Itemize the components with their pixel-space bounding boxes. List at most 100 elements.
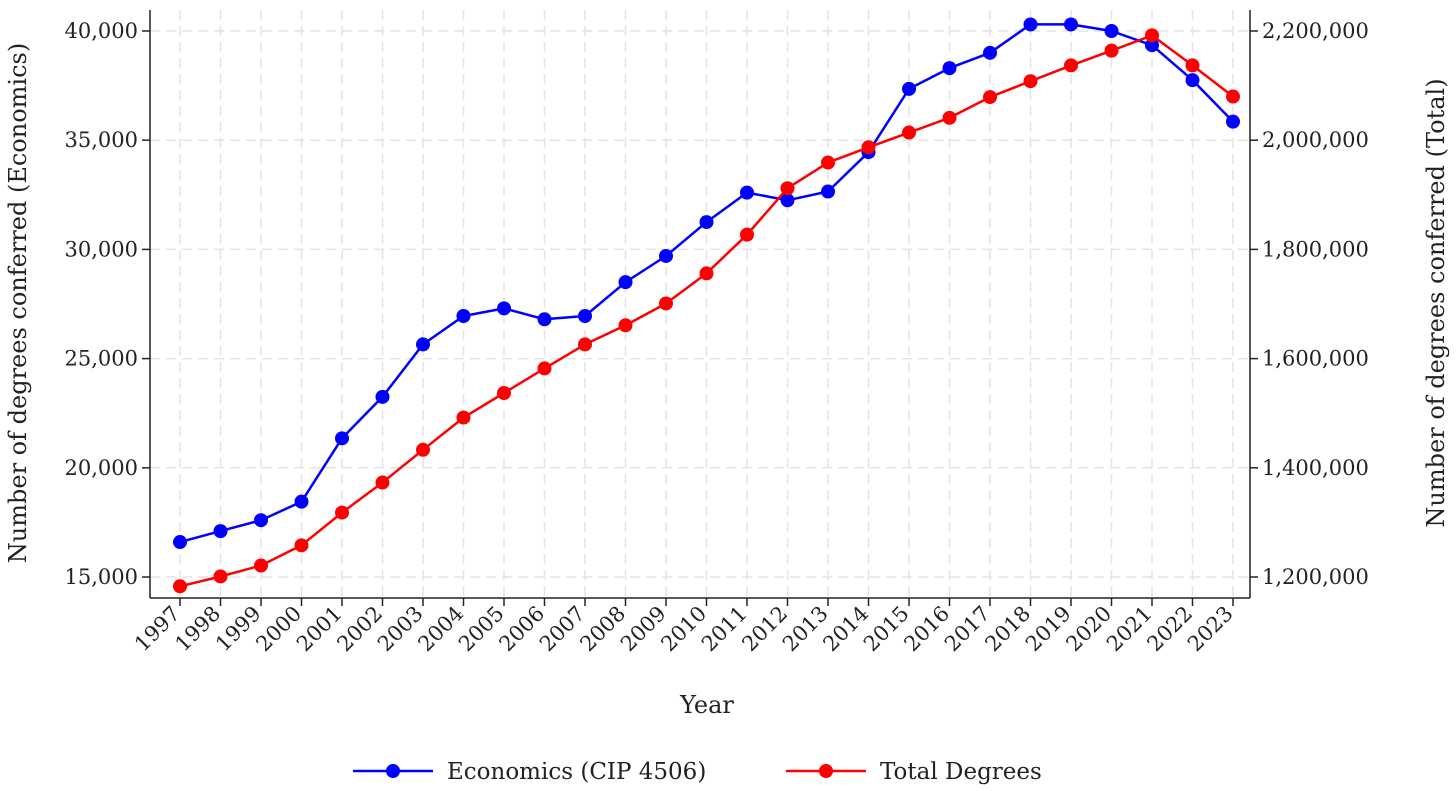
y-axis-title-left: Number of degrees conferred (Economics) — [4, 43, 32, 563]
data-point-total-2009 — [659, 296, 673, 311]
data-point-economics-2012 — [780, 193, 795, 208]
x-tick-label: 2018 — [980, 601, 1035, 656]
x-tick-label: 2016 — [899, 601, 954, 656]
legend-economics-label: Economics (CIP 4506) — [447, 759, 706, 785]
x-tick-label: 2021 — [1102, 601, 1157, 656]
x-tick-label: 2010 — [656, 601, 711, 656]
data-point-economics-2022 — [1185, 73, 1200, 88]
x-tick-label: 2001 — [292, 601, 347, 656]
x-tick-label: 2014 — [818, 601, 873, 656]
grid-layer — [150, 10, 1250, 598]
x-tick-label: 2023 — [1183, 601, 1238, 656]
x-tick-label: 1999 — [211, 601, 266, 656]
data-point-economics-2006 — [537, 312, 552, 327]
x-tick-label: 2012 — [737, 601, 792, 656]
data-point-economics-1999 — [254, 513, 268, 528]
data-point-total-2019 — [1064, 58, 1078, 73]
legend: Economics (CIP 4506) Total Degrees — [353, 759, 1042, 785]
data-point-economics-2008 — [618, 275, 633, 290]
x-tick-label: 2004 — [413, 601, 468, 656]
data-point-economics-2015 — [902, 81, 916, 96]
legend-total-marker — [819, 764, 833, 778]
x-tick-label: 2011 — [697, 601, 752, 656]
x-tick-label: 2003 — [373, 601, 428, 656]
data-point-economics-2019 — [1064, 17, 1078, 32]
legend-economics-marker — [386, 764, 400, 778]
data-point-total-2022 — [1185, 58, 1200, 73]
data-point-total-2013 — [821, 155, 835, 170]
data-point-economics-2007 — [578, 309, 592, 324]
data-point-total-2014 — [861, 140, 876, 155]
data-point-total-2002 — [375, 475, 390, 490]
data-point-economics-2017 — [983, 45, 997, 60]
y-right-tick-label: 2,200,000 — [1262, 19, 1369, 43]
series-line-total — [179, 34, 1234, 588]
x-tick-label: 2006 — [494, 601, 549, 656]
y-left-tick-label: 40,000 — [65, 19, 138, 43]
data-point-economics-2010 — [699, 215, 714, 230]
y-left-tick-label: 30,000 — [65, 237, 138, 261]
x-tick-label: 2015 — [859, 601, 914, 656]
data-point-total-2018 — [1023, 74, 1038, 89]
y-right-tick-label: 1,800,000 — [1262, 237, 1369, 261]
y-right-tick-label: 2,000,000 — [1262, 128, 1369, 152]
x-tick-label: 2019 — [1021, 601, 1076, 656]
y-left-tick-label: 20,000 — [65, 456, 138, 480]
x-tick-label: 2013 — [778, 601, 833, 656]
data-point-economics-1998 — [213, 524, 228, 539]
y-left-tick-label: 35,000 — [65, 128, 138, 152]
y-right-tick-label: 1,200,000 — [1262, 565, 1369, 589]
data-point-total-2010 — [699, 266, 714, 281]
data-point-economics-2004 — [456, 309, 471, 324]
x-tick-label: 2008 — [575, 601, 630, 656]
data-point-economics-2021 — [1145, 38, 1159, 53]
data-point-total-2001 — [335, 505, 349, 520]
x-tick-label: 2009 — [616, 601, 671, 656]
x-axis-title: Year — [679, 691, 734, 719]
data-point-total-2020 — [1104, 43, 1119, 58]
data-point-total-1997 — [173, 579, 187, 594]
data-point-economics-2013 — [821, 184, 835, 199]
data-point-total-2004 — [456, 410, 471, 425]
data-point-economics-1997 — [173, 535, 187, 550]
data-point-total-2016 — [942, 110, 957, 125]
data-point-economics-2016 — [942, 61, 957, 76]
data-point-total-2012 — [780, 181, 795, 196]
x-tick-label: 1997 — [130, 601, 185, 656]
y-right-tick-label: 1,600,000 — [1262, 347, 1369, 371]
data-point-total-1999 — [254, 558, 268, 573]
data-point-economics-2003 — [416, 337, 430, 352]
x-tick-label: 1998 — [170, 601, 225, 656]
data-point-total-2015 — [902, 125, 916, 140]
data-point-total-2005 — [497, 385, 511, 400]
x-tick-label: 2020 — [1061, 601, 1116, 656]
x-tick-label: 2017 — [940, 601, 995, 656]
data-point-total-2021 — [1145, 28, 1159, 43]
x-tick-label: 2005 — [454, 601, 509, 656]
x-tick-label: 2000 — [251, 601, 306, 656]
x-tick-label: 2007 — [535, 601, 590, 656]
series-layer — [173, 17, 1240, 594]
data-point-economics-2009 — [659, 248, 673, 263]
data-point-economics-2000 — [294, 494, 309, 509]
data-point-total-2006 — [537, 361, 552, 376]
y-right-tick-label: 1,400,000 — [1262, 456, 1369, 480]
x-tick-label: 2022 — [1142, 601, 1197, 656]
data-point-total-2011 — [740, 227, 754, 242]
data-point-economics-2018 — [1023, 17, 1038, 32]
data-point-economics-2005 — [497, 301, 511, 316]
data-point-total-2007 — [578, 337, 592, 352]
data-point-total-2003 — [416, 442, 430, 457]
data-point-total-2017 — [983, 90, 997, 105]
data-point-economics-2023 — [1226, 114, 1240, 129]
data-point-total-1998 — [213, 569, 228, 584]
y-left-tick-label: 15,000 — [65, 565, 138, 589]
data-point-economics-2020 — [1104, 24, 1119, 38]
data-point-total-2023 — [1226, 89, 1240, 104]
data-point-economics-2001 — [335, 431, 349, 446]
data-point-economics-2011 — [740, 185, 754, 200]
legend-total-label: Total Degrees — [880, 759, 1042, 785]
x-tick-label: 2002 — [332, 601, 387, 656]
data-point-total-2008 — [618, 318, 633, 333]
